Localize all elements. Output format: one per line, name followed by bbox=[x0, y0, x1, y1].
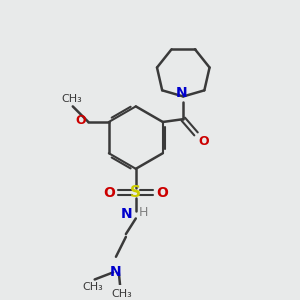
Text: O: O bbox=[76, 114, 86, 127]
Text: O: O bbox=[103, 186, 116, 200]
Text: N: N bbox=[110, 265, 122, 279]
Text: CH₃: CH₃ bbox=[111, 290, 132, 299]
Text: CH₃: CH₃ bbox=[83, 282, 104, 292]
Text: N: N bbox=[176, 86, 188, 100]
Text: CH₃: CH₃ bbox=[61, 94, 82, 103]
Text: H: H bbox=[139, 206, 148, 219]
Text: O: O bbox=[156, 186, 168, 200]
Text: S: S bbox=[130, 185, 141, 200]
Text: O: O bbox=[198, 135, 209, 148]
Text: N: N bbox=[121, 207, 132, 221]
